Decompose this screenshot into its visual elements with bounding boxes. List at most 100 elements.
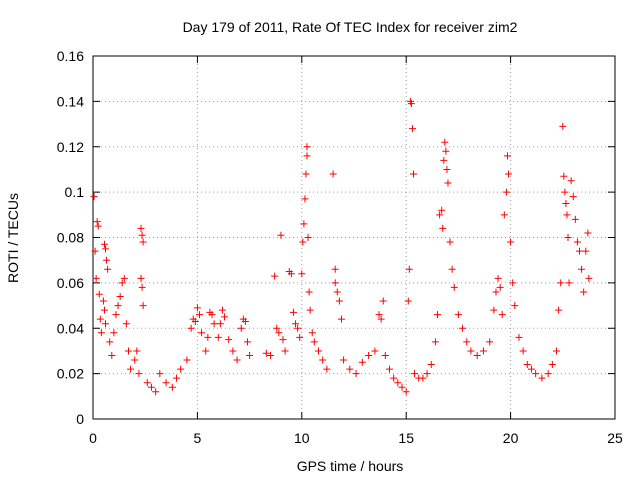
data-point: [563, 211, 571, 219]
grid-lines: [93, 56, 615, 419]
data-point: [442, 147, 450, 155]
data-point: [467, 347, 475, 355]
data-point: [233, 356, 241, 364]
y-axis-label: ROTI / TECUs: [5, 193, 21, 283]
data-point: [133, 347, 141, 355]
data-point: [147, 383, 155, 391]
data-point: [419, 374, 427, 382]
data-point: [544, 370, 552, 378]
data-point: [538, 374, 546, 382]
data-point: [532, 370, 540, 378]
data-point: [237, 324, 245, 332]
data-point: [102, 245, 110, 253]
data-point: [337, 315, 345, 323]
data-point: [216, 320, 224, 328]
x-tick-label: 15: [398, 430, 414, 446]
data-point: [502, 188, 510, 196]
data-point: [183, 356, 191, 364]
data-point: [448, 265, 456, 273]
data-point: [340, 356, 348, 364]
data-point: [289, 308, 297, 316]
data-point: [559, 122, 567, 130]
data-point: [408, 125, 416, 133]
data-point: [492, 288, 500, 296]
data-point: [177, 365, 185, 373]
data-point: [118, 279, 126, 287]
data-point: [511, 302, 519, 310]
data-point: [585, 274, 593, 282]
data-point: [490, 306, 498, 314]
data-point: [156, 370, 164, 378]
data-point: [281, 347, 289, 355]
data-point: [300, 220, 308, 228]
data-point: [519, 347, 527, 355]
data-point: [329, 170, 337, 178]
data-point: [204, 333, 212, 341]
data-point: [407, 100, 415, 108]
data-point: [564, 234, 572, 241]
data-point: [137, 224, 145, 232]
data-point: [296, 333, 304, 341]
data-point: [496, 283, 504, 291]
x-tick-label: 25: [607, 430, 623, 446]
data-point: [273, 324, 281, 332]
data-point: [444, 179, 452, 187]
data-point: [498, 311, 506, 319]
data-point: [241, 317, 249, 325]
x-axis-label: GPS time / hours: [297, 458, 404, 474]
data-point: [319, 356, 327, 364]
data-point: [562, 199, 570, 207]
data-point: [500, 211, 508, 219]
data-point: [352, 370, 360, 378]
data-point: [302, 170, 310, 178]
data-point: [402, 388, 410, 396]
data-point: [246, 351, 254, 359]
data-point: [138, 231, 146, 239]
data-point: [195, 311, 203, 319]
data-point: [287, 270, 295, 278]
data-point: [573, 238, 581, 246]
y-tick-label: 0.12: [57, 139, 84, 155]
data-point: [365, 351, 373, 359]
y-tick-label: 0.08: [57, 230, 84, 246]
data-point: [91, 247, 99, 255]
data-point: [271, 272, 279, 280]
data-point: [358, 358, 366, 366]
data-point: [494, 274, 502, 282]
data-point: [375, 311, 383, 319]
data-point: [331, 265, 339, 273]
y-tick-label: 0: [76, 411, 84, 427]
data-point: [104, 265, 112, 273]
data-point: [152, 388, 160, 396]
data-point: [379, 297, 387, 305]
data-point: [221, 313, 229, 321]
x-axis: 0 5 10 15 20 25: [89, 56, 623, 446]
data-point: [299, 238, 307, 246]
data-point: [292, 320, 300, 328]
x-tick-label: 0: [89, 430, 97, 446]
data-point: [214, 333, 222, 341]
data-point: [294, 324, 302, 332]
chart-title: Day 179 of 2011, Rate Of TEC Index for r…: [183, 19, 518, 35]
data-point: [95, 290, 103, 298]
data-point: [553, 347, 561, 355]
data-point: [173, 374, 181, 382]
data-point: [441, 138, 449, 146]
data-point: [103, 256, 111, 264]
data-point: [138, 283, 146, 291]
data-point: [94, 222, 102, 230]
data-point: [486, 338, 494, 346]
data-point: [139, 238, 147, 246]
data-point: [96, 315, 104, 323]
data-point: [443, 165, 451, 173]
data-point: [99, 297, 107, 305]
data-point: [398, 383, 406, 391]
data-point: [187, 324, 195, 332]
data-point: [100, 306, 108, 314]
data-point: [139, 302, 147, 310]
y-tick-label: 0.02: [57, 366, 84, 382]
data-point: [503, 152, 511, 160]
data-point: [555, 306, 563, 314]
data-point: [298, 270, 306, 278]
